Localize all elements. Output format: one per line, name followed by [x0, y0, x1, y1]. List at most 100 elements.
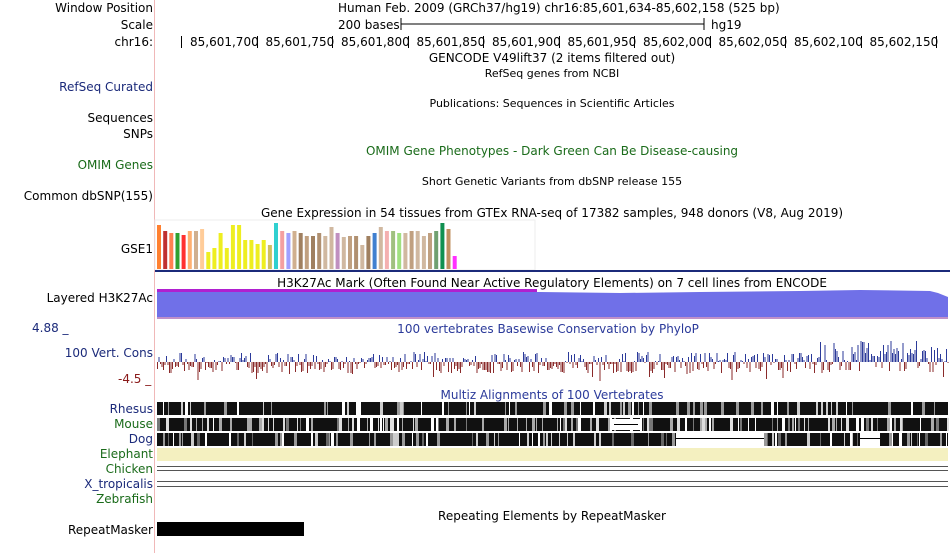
multiz-species-dog[interactable]: Dog: [128, 432, 153, 446]
multiz-row-dog-gap: [182, 433, 183, 446]
gtex-tissue-bar[interactable]: [212, 248, 217, 269]
gtex-tissue-bar[interactable]: [175, 233, 180, 269]
refseq-track-title[interactable]: RefSeq genes from NCBI: [484, 67, 620, 80]
repeatmasker-track-label[interactable]: RepeatMasker: [67, 523, 153, 537]
repeatmasker-element[interactable]: [157, 522, 304, 536]
multiz-species-rhesus[interactable]: Rhesus: [109, 402, 153, 416]
multiz-species-mouse[interactable]: Mouse: [114, 417, 153, 431]
dbsnp-track-title[interactable]: Short Genetic Variants from dbSNP releas…: [421, 175, 683, 188]
gtex-tissue-bar[interactable]: [384, 231, 389, 269]
multiz-track-title[interactable]: Multiz Alignments of 100 Vertebrates: [440, 388, 664, 402]
multiz-species-xtropicalis[interactable]: X_tropicalis: [84, 477, 153, 491]
gtex-tissue-bar[interactable]: [341, 237, 346, 269]
multiz-row-mouse-gap: [297, 418, 298, 431]
gtex-tissue-bar[interactable]: [218, 233, 223, 269]
multiz-row-mouse-gap: [560, 418, 561, 431]
gtex-tissue-bar[interactable]: [200, 229, 205, 269]
multiz-row-dog-gap: [205, 433, 207, 446]
gtex-tissue-bar[interactable]: [194, 231, 198, 269]
gtex-tissue-bar[interactable]: [366, 236, 371, 269]
gtex-tissue-bar[interactable]: [243, 240, 248, 269]
chrom-label[interactable]: chr16:: [114, 35, 153, 49]
multiz-row-mouse-gap: [836, 418, 837, 431]
phylop-score-bar: [454, 362, 455, 369]
gtex-tissue-bar[interactable]: [372, 233, 377, 269]
phylop-score-bar: [776, 359, 778, 362]
gtex-tissue-bar[interactable]: [157, 225, 161, 269]
gtex-gene-label[interactable]: GSE1: [120, 242, 153, 256]
phylop-score-bar: [682, 358, 683, 362]
publications-track-title[interactable]: Publications: Sequences in Scientific Ar…: [429, 97, 675, 110]
multiz-row-dog-gap: [778, 433, 781, 446]
phylop-score-bar: [301, 362, 302, 372]
gtex-tissue-bar[interactable]: [206, 252, 211, 269]
repeatmasker-track-title[interactable]: Repeating Elements by RepeatMasker: [438, 509, 666, 523]
gtex-tissue-bar[interactable]: [403, 233, 408, 269]
phylop-score-bar: [851, 347, 853, 362]
gtex-tissue-bar[interactable]: [274, 223, 278, 269]
gtex-tissue-bar[interactable]: [409, 231, 414, 269]
h3k27ac-track-label[interactable]: Layered H3K27Ac: [46, 291, 153, 305]
gtex-tissue-bar[interactable]: [255, 244, 260, 269]
gtex-tissue-bar[interactable]: [163, 231, 168, 269]
gtex-tissue-bar[interactable]: [187, 231, 192, 269]
gtex-tissue-bar[interactable]: [298, 233, 303, 269]
gtex-tissue-bar[interactable]: [169, 233, 174, 269]
gtex-tissue-bar[interactable]: [224, 248, 229, 269]
multiz-row-mouse-gap: [337, 418, 339, 431]
gtex-tissue-bar[interactable]: [446, 229, 451, 269]
multiz-species-chicken[interactable]: Chicken: [105, 462, 153, 476]
gtex-tissue-bar[interactable]: [311, 236, 315, 269]
gtex-tissue-bar[interactable]: [267, 245, 272, 269]
gtex-tissue-bar[interactable]: [348, 236, 352, 269]
gtex-tissue-bar[interactable]: [378, 227, 383, 269]
omim-track-label[interactable]: OMIM Genes: [77, 158, 153, 172]
gencode-track-title[interactable]: GENCODE V49lift37 (2 items filtered out): [428, 51, 676, 65]
gtex-tissue-bar[interactable]: [391, 231, 396, 269]
phylop-score-bar: [757, 354, 758, 362]
gtex-tissue-bar[interactable]: [434, 231, 439, 269]
phylop-track-label[interactable]: 100 Vert. Cons: [64, 346, 153, 360]
gtex-tissue-bar[interactable]: [397, 233, 402, 269]
dbsnp-track-label[interactable]: Common dbSNP(155): [23, 189, 153, 203]
phylop-score-bar: [373, 354, 374, 362]
gtex-track-title[interactable]: Gene Expression in 54 tissues from GTEx …: [260, 206, 844, 220]
gtex-tissue-bar[interactable]: [415, 231, 420, 269]
gtex-tissue-bar[interactable]: [335, 233, 340, 269]
refseq-track-label[interactable]: RefSeq Curated: [59, 80, 153, 94]
gtex-tissue-bar[interactable]: [317, 233, 322, 269]
gtex-tissue-bar[interactable]: [261, 240, 266, 269]
gtex-tissue-bar[interactable]: [280, 231, 285, 269]
gtex-tissue-bar[interactable]: [249, 240, 254, 269]
gtex-tissue-bar[interactable]: [440, 223, 445, 269]
phylop-score-bar: [397, 362, 398, 365]
sequences-track-label[interactable]: Sequences: [87, 111, 153, 125]
gtex-tissue-bar[interactable]: [230, 225, 235, 269]
snps-track-label[interactable]: SNPs: [123, 127, 153, 141]
h3k27ac-track-title[interactable]: H3K27Ac Mark (Often Found Near Active Re…: [277, 276, 827, 290]
gtex-tissue-bar[interactable]: [421, 236, 426, 269]
multiz-species-elephant[interactable]: Elephant: [99, 447, 153, 461]
gtex-tissue-bar[interactable]: [323, 236, 328, 269]
multiz-row-rhesus-gap: [628, 402, 631, 415]
gtex-tissue-bar[interactable]: [329, 227, 334, 269]
multiz-species-zebrafish[interactable]: Zebrafish: [96, 492, 153, 506]
gtex-tissue-bar[interactable]: [292, 231, 297, 269]
phylop-track-title[interactable]: 100 vertebrates Basewise Conservation by…: [397, 322, 699, 336]
gtex-tissue-bar[interactable]: [304, 236, 309, 269]
phylop-score-bar: [521, 362, 523, 372]
omim-track-title[interactable]: OMIM Gene Phenotypes - Dark Green Can Be…: [365, 144, 739, 158]
phylop-score-bar: [311, 362, 313, 366]
gtex-tissue-bar[interactable]: [428, 233, 432, 269]
gtex-tissue-bar[interactable]: [354, 236, 359, 269]
phylop-score-bar: [578, 358, 580, 362]
gtex-tissue-bar[interactable]: [360, 245, 365, 269]
gtex-tissue-bar[interactable]: [181, 235, 186, 269]
gtex-tissue-bar[interactable]: [286, 233, 291, 269]
gtex-tissue-bar[interactable]: [237, 225, 242, 269]
gtex-tissue-bar[interactable]: [452, 256, 457, 269]
